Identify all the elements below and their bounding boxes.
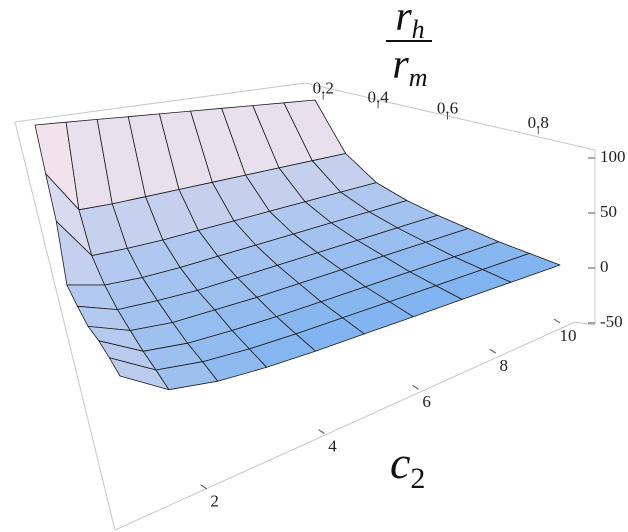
x-title-sub: 2 (410, 462, 425, 495)
z-tick-label: -50 (600, 312, 623, 331)
x-tick-label: 4 (328, 436, 337, 455)
x-tick (489, 348, 497, 354)
z-tick-label: 100 (600, 147, 626, 166)
x-tick (553, 318, 561, 324)
x-tick (200, 484, 207, 490)
y-tick-label: 0.4 (367, 87, 389, 106)
x-tick-label: 8 (500, 356, 509, 375)
surface-cell (482, 252, 561, 283)
y-tick-label: 0.6 (437, 98, 458, 117)
y-title-den-base: r (392, 42, 409, 88)
surface (34, 99, 561, 391)
box-edge (114, 321, 576, 531)
y-title-num-sub: h (412, 15, 425, 44)
x-tick-label: 6 (422, 392, 431, 411)
y-title-den: rm (392, 42, 427, 92)
y-tick-label: 0.8 (528, 113, 549, 132)
z-tick-label: 50 (600, 202, 617, 221)
x-tick-label: 10 (560, 326, 577, 345)
x-axis-title: c2 (390, 437, 425, 495)
x-tick (318, 429, 325, 434)
box-edge (574, 321, 596, 326)
box-edge (14, 82, 306, 123)
y-title-den-sub: m (409, 63, 428, 92)
bounding-box (14, 82, 596, 531)
y-axis-title: rh rm (386, 0, 432, 92)
x-tick (412, 384, 419, 390)
y-title-num: rh (395, 0, 424, 44)
x-title-base: c (390, 437, 410, 488)
box-edge (304, 82, 596, 151)
y-tick-label: 0.2 (313, 79, 334, 98)
box-edge (14, 121, 116, 531)
x-tick-label: 2 (210, 492, 219, 511)
axes: -50 0 50 100 0.2 0.4 0.6 0.8 2 4 6 8 10 (200, 79, 626, 511)
z-tick-label: 0 (600, 257, 609, 276)
y-title-num-base: r (395, 0, 412, 40)
